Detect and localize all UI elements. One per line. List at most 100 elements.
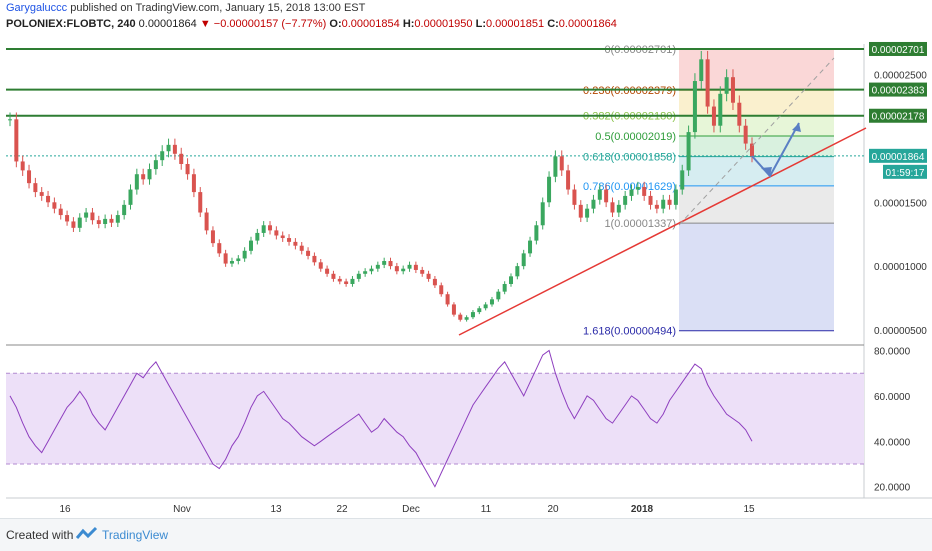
candle-body [147, 169, 152, 180]
candle-body [299, 245, 304, 251]
symbol-line: POLONIEX:FLOBTC, 240 0.00001864 ▼ −0.000… [6, 18, 617, 30]
time-tick-label: 16 [59, 504, 71, 515]
candle-body [445, 294, 450, 305]
candle-body [451, 304, 456, 315]
candle-body [750, 143, 754, 157]
candle-body [635, 186, 640, 190]
countdown-tag [883, 164, 927, 179]
fib-level-label: 0.236(0.00002379) [583, 85, 676, 97]
candle-body [103, 218, 108, 224]
rsi-tick-label: 20.0000 [874, 483, 911, 494]
candle-body [71, 221, 76, 228]
candle-body [439, 285, 444, 295]
candle-body [369, 268, 374, 272]
candle-body [65, 215, 70, 222]
fib-zone [679, 136, 834, 157]
tradingview-brand[interactable]: TradingView [102, 528, 169, 542]
candle-body [191, 174, 196, 193]
candle-body [572, 189, 577, 205]
open-label: O: [329, 18, 342, 30]
candle-body [426, 273, 431, 279]
candle-body [217, 243, 222, 254]
candle-body [261, 225, 266, 233]
time-tick-label: 11 [481, 504, 492, 515]
publisher-line: Garygaluccc published on TradingView.com… [6, 2, 365, 14]
candle-body [198, 192, 203, 213]
author-link[interactable]: Garygaluccc [6, 2, 68, 14]
candle-body [616, 204, 621, 213]
candle-body [242, 250, 247, 259]
candle-body [109, 218, 114, 223]
candle-body [306, 250, 311, 256]
candle-body [185, 164, 190, 175]
candle-body [166, 144, 171, 152]
price-tag [869, 82, 927, 97]
candle-body [128, 189, 133, 205]
candle-body [502, 284, 507, 292]
candle-body [172, 144, 177, 154]
candle-body [578, 204, 583, 218]
candle-body [566, 170, 571, 190]
candle-body [496, 291, 501, 300]
price-tick-label: 0.00002500 [874, 71, 927, 82]
candle-body [274, 230, 279, 236]
candle-body [730, 77, 735, 103]
time-tick-label: 13 [270, 504, 282, 515]
candle-body [585, 208, 590, 218]
candle-body [134, 174, 139, 190]
price-tag [869, 108, 927, 123]
close-value: 0.00001864 [558, 18, 617, 30]
rsi-tick-label: 40.0000 [874, 437, 911, 448]
candle-body [597, 189, 602, 200]
low-value: 0.00001851 [486, 18, 545, 30]
candle-body [115, 215, 120, 223]
candle-body [407, 264, 412, 269]
close-label: C: [547, 18, 559, 30]
price-tag-label: 0.00002383 [872, 86, 925, 97]
candle-body [559, 156, 564, 171]
candle-body [540, 202, 545, 226]
last-price: 0.00001864 [138, 18, 197, 30]
down-arrow-icon: ▼ [199, 18, 211, 30]
open-value: 0.00001854 [341, 18, 400, 30]
candle-body [96, 220, 101, 224]
candle-body [33, 183, 38, 193]
price-tag-label: 0.00002178 [872, 112, 925, 123]
rsi-band [6, 373, 864, 464]
candle-body [318, 262, 323, 269]
candle-body [509, 276, 514, 284]
fib-zone [679, 48, 834, 91]
price-tag [869, 148, 927, 163]
candle-body [122, 204, 127, 216]
candle-body [654, 204, 659, 209]
candle-body [553, 156, 558, 177]
price-chart[interactable]: 0(0.00002701)0.236(0.00002379)0.382(0.00… [0, 0, 932, 518]
candle-body [331, 273, 336, 279]
candle-body [20, 161, 25, 171]
candle-body [711, 106, 716, 126]
fib-zone [679, 185, 834, 224]
time-tick-label: Nov [173, 504, 191, 515]
candle-body [344, 281, 349, 284]
candle-body [39, 192, 44, 196]
published-text: published on TradingView.com, January 15… [70, 2, 366, 14]
candle-body [642, 186, 647, 196]
candle-body [337, 278, 342, 282]
fib-trend-diagonal [678, 57, 835, 226]
support-trendline [458, 127, 867, 336]
candle-body [464, 317, 469, 320]
candle-body [268, 225, 273, 231]
countdown-label: 01:59:17 [886, 168, 925, 179]
footer-bar: Created with TradingView [0, 518, 932, 551]
candle-body [229, 261, 234, 264]
candle-body [737, 102, 742, 126]
candle-body [58, 208, 63, 216]
candle-body [705, 59, 710, 107]
candle-body [629, 189, 634, 196]
candle-body [84, 212, 89, 218]
candle-body [648, 195, 653, 205]
fib-level-label: 1.618(0.00000494) [583, 326, 676, 338]
candle-body [477, 308, 482, 313]
candle-body [223, 253, 228, 264]
price-tag-label: 0.00002701 [872, 45, 925, 56]
